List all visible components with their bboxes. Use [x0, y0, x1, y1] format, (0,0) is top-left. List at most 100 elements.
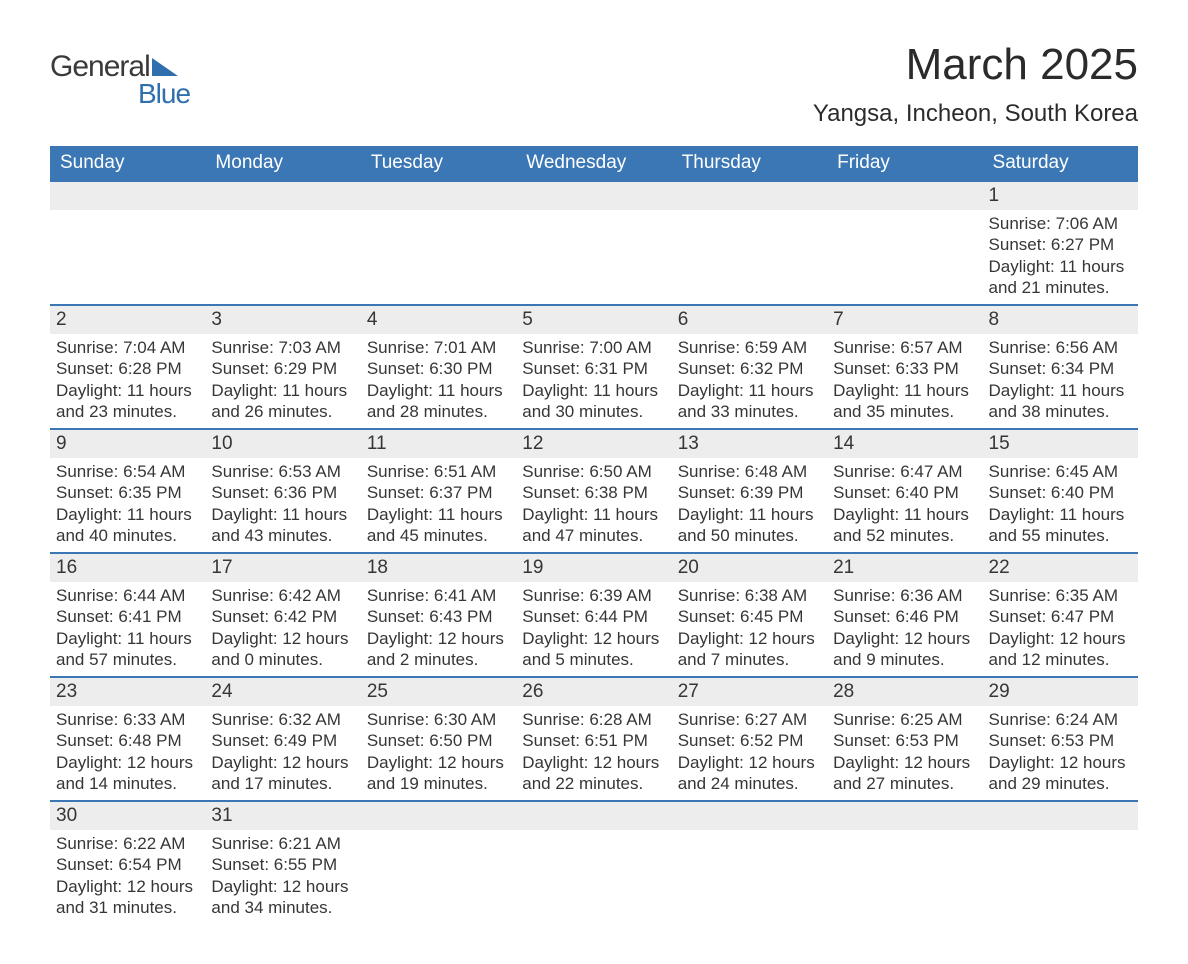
- daylight-text: Daylight: 12 hours and 31 minutes.: [56, 876, 199, 919]
- day-content-cell: Sunrise: 6:53 AMSunset: 6:36 PMDaylight:…: [205, 458, 360, 553]
- sunset-text: Sunset: 6:47 PM: [989, 606, 1132, 627]
- logo-flag-icon: [152, 58, 178, 76]
- weekday-header: Monday: [205, 146, 360, 181]
- sunrise-text: Sunrise: 6:28 AM: [522, 709, 665, 730]
- daylight-text: Daylight: 11 hours and 35 minutes.: [833, 380, 976, 423]
- sunrise-text: Sunrise: 6:59 AM: [678, 337, 821, 358]
- day-number-cell: 31: [205, 801, 360, 830]
- day-number-cell: [827, 181, 982, 210]
- sunrise-text: Sunrise: 6:36 AM: [833, 585, 976, 606]
- day-number-cell: 12: [516, 429, 671, 458]
- sunrise-text: Sunrise: 6:54 AM: [56, 461, 199, 482]
- content-row: Sunrise: 6:22 AMSunset: 6:54 PMDaylight:…: [50, 830, 1138, 924]
- day-content-cell: [50, 210, 205, 305]
- sunset-text: Sunset: 6:32 PM: [678, 358, 821, 379]
- daynum-row: 9101112131415: [50, 429, 1138, 458]
- day-number-cell: [983, 801, 1138, 830]
- content-row: Sunrise: 6:54 AMSunset: 6:35 PMDaylight:…: [50, 458, 1138, 553]
- day-number-cell: 1: [983, 181, 1138, 210]
- day-content-cell: Sunrise: 6:22 AMSunset: 6:54 PMDaylight:…: [50, 830, 205, 924]
- sunset-text: Sunset: 6:48 PM: [56, 730, 199, 751]
- weekday-header: Thursday: [672, 146, 827, 181]
- sunset-text: Sunset: 6:46 PM: [833, 606, 976, 627]
- daylight-text: Daylight: 12 hours and 22 minutes.: [522, 752, 665, 795]
- weekday-header: Sunday: [50, 146, 205, 181]
- sunrise-text: Sunrise: 7:00 AM: [522, 337, 665, 358]
- day-content-cell: Sunrise: 7:03 AMSunset: 6:29 PMDaylight:…: [205, 334, 360, 429]
- sunset-text: Sunset: 6:44 PM: [522, 606, 665, 627]
- daynum-row: 1: [50, 181, 1138, 210]
- day-number-cell: 5: [516, 305, 671, 334]
- day-content-cell: Sunrise: 6:24 AMSunset: 6:53 PMDaylight:…: [983, 706, 1138, 801]
- sunset-text: Sunset: 6:53 PM: [833, 730, 976, 751]
- day-number-cell: 27: [672, 677, 827, 706]
- day-number-cell: [827, 801, 982, 830]
- sunset-text: Sunset: 6:50 PM: [367, 730, 510, 751]
- content-row: Sunrise: 6:44 AMSunset: 6:41 PMDaylight:…: [50, 582, 1138, 677]
- sunrise-text: Sunrise: 6:48 AM: [678, 461, 821, 482]
- day-content-cell: Sunrise: 6:27 AMSunset: 6:52 PMDaylight:…: [672, 706, 827, 801]
- sunrise-text: Sunrise: 6:56 AM: [989, 337, 1132, 358]
- sunset-text: Sunset: 6:27 PM: [989, 234, 1132, 255]
- daylight-text: Daylight: 11 hours and 43 minutes.: [211, 504, 354, 547]
- day-content-cell: Sunrise: 6:38 AMSunset: 6:45 PMDaylight:…: [672, 582, 827, 677]
- sunset-text: Sunset: 6:52 PM: [678, 730, 821, 751]
- daylight-text: Daylight: 12 hours and 34 minutes.: [211, 876, 354, 919]
- day-content-cell: Sunrise: 6:32 AMSunset: 6:49 PMDaylight:…: [205, 706, 360, 801]
- daylight-text: Daylight: 11 hours and 40 minutes.: [56, 504, 199, 547]
- day-content-cell: [361, 210, 516, 305]
- daynum-row: 3031: [50, 801, 1138, 830]
- day-content-cell: Sunrise: 6:35 AMSunset: 6:47 PMDaylight:…: [983, 582, 1138, 677]
- daylight-text: Daylight: 11 hours and 55 minutes.: [989, 504, 1132, 547]
- sunrise-text: Sunrise: 6:21 AM: [211, 833, 354, 854]
- day-content-cell: Sunrise: 6:30 AMSunset: 6:50 PMDaylight:…: [361, 706, 516, 801]
- day-content-cell: [516, 830, 671, 924]
- daylight-text: Daylight: 12 hours and 17 minutes.: [211, 752, 354, 795]
- sunrise-text: Sunrise: 7:01 AM: [367, 337, 510, 358]
- sunrise-text: Sunrise: 7:03 AM: [211, 337, 354, 358]
- day-number-cell: 17: [205, 553, 360, 582]
- day-content-cell: [516, 210, 671, 305]
- daylight-text: Daylight: 11 hours and 28 minutes.: [367, 380, 510, 423]
- sunset-text: Sunset: 6:40 PM: [833, 482, 976, 503]
- sunset-text: Sunset: 6:33 PM: [833, 358, 976, 379]
- sunset-text: Sunset: 6:28 PM: [56, 358, 199, 379]
- weekday-header: Wednesday: [516, 146, 671, 181]
- weekday-header: Tuesday: [361, 146, 516, 181]
- sunrise-text: Sunrise: 6:50 AM: [522, 461, 665, 482]
- day-content-cell: Sunrise: 6:59 AMSunset: 6:32 PMDaylight:…: [672, 334, 827, 429]
- sunset-text: Sunset: 6:42 PM: [211, 606, 354, 627]
- day-content-cell: Sunrise: 7:06 AMSunset: 6:27 PMDaylight:…: [983, 210, 1138, 305]
- day-number-cell: 3: [205, 305, 360, 334]
- day-content-cell: Sunrise: 6:41 AMSunset: 6:43 PMDaylight:…: [361, 582, 516, 677]
- day-content-cell: Sunrise: 7:00 AMSunset: 6:31 PMDaylight:…: [516, 334, 671, 429]
- day-number-cell: 30: [50, 801, 205, 830]
- sunrise-text: Sunrise: 6:25 AM: [833, 709, 976, 730]
- sunrise-text: Sunrise: 6:27 AM: [678, 709, 821, 730]
- sunset-text: Sunset: 6:51 PM: [522, 730, 665, 751]
- day-number-cell: 14: [827, 429, 982, 458]
- day-content-cell: Sunrise: 6:25 AMSunset: 6:53 PMDaylight:…: [827, 706, 982, 801]
- sunset-text: Sunset: 6:41 PM: [56, 606, 199, 627]
- daylight-text: Daylight: 12 hours and 24 minutes.: [678, 752, 821, 795]
- sunset-text: Sunset: 6:36 PM: [211, 482, 354, 503]
- sunrise-text: Sunrise: 6:41 AM: [367, 585, 510, 606]
- day-content-cell: [672, 830, 827, 924]
- daylight-text: Daylight: 11 hours and 26 minutes.: [211, 380, 354, 423]
- sunset-text: Sunset: 6:30 PM: [367, 358, 510, 379]
- weekday-header-row: Sunday Monday Tuesday Wednesday Thursday…: [50, 146, 1138, 181]
- daylight-text: Daylight: 11 hours and 38 minutes.: [989, 380, 1132, 423]
- day-number-cell: [361, 801, 516, 830]
- sunrise-text: Sunrise: 6:38 AM: [678, 585, 821, 606]
- day-number-cell: 6: [672, 305, 827, 334]
- day-number-cell: 28: [827, 677, 982, 706]
- daylight-text: Daylight: 11 hours and 33 minutes.: [678, 380, 821, 423]
- day-content-cell: Sunrise: 6:57 AMSunset: 6:33 PMDaylight:…: [827, 334, 982, 429]
- daylight-text: Daylight: 12 hours and 19 minutes.: [367, 752, 510, 795]
- day-content-cell: Sunrise: 6:51 AMSunset: 6:37 PMDaylight:…: [361, 458, 516, 553]
- sunset-text: Sunset: 6:35 PM: [56, 482, 199, 503]
- sunset-text: Sunset: 6:40 PM: [989, 482, 1132, 503]
- content-row: Sunrise: 7:06 AMSunset: 6:27 PMDaylight:…: [50, 210, 1138, 305]
- sunset-text: Sunset: 6:55 PM: [211, 854, 354, 875]
- day-content-cell: Sunrise: 6:33 AMSunset: 6:48 PMDaylight:…: [50, 706, 205, 801]
